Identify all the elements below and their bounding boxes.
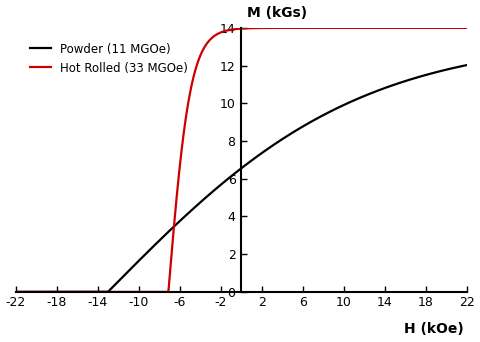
Hot Rolled (33 MGOe): [13, 290, 19, 294]
Hot Rolled (33 MGOe): [205, 40, 211, 44]
Hot Rolled (33 MGOe): [464, 26, 469, 30]
Powder (11 MGOe): [205, 194, 211, 198]
Powder (11 MGOe): [64, 290, 70, 294]
Text: H (kOe): H (kOe): [404, 323, 464, 337]
Powder (11 MGOe): [91, 290, 97, 294]
Line: Hot Rolled (33 MGOe): Hot Rolled (33 MGOe): [16, 28, 467, 292]
Hot Rolled (33 MGOe): [455, 26, 461, 30]
Powder (11 MGOe): [186, 211, 192, 215]
Hot Rolled (33 MGOe): [186, 99, 192, 103]
Powder (11 MGOe): [13, 290, 19, 294]
Text: M (kGs): M (kGs): [247, 5, 307, 19]
Line: Powder (11 MGOe): Powder (11 MGOe): [16, 65, 467, 292]
Powder (11 MGOe): [406, 78, 412, 82]
Hot Rolled (33 MGOe): [406, 26, 412, 30]
Powder (11 MGOe): [464, 63, 469, 67]
Legend: Powder (11 MGOe), Hot Rolled (33 MGOe): Powder (11 MGOe), Hot Rolled (33 MGOe): [26, 39, 192, 78]
Hot Rolled (33 MGOe): [64, 290, 70, 294]
Hot Rolled (33 MGOe): [91, 290, 97, 294]
Powder (11 MGOe): [455, 65, 461, 69]
